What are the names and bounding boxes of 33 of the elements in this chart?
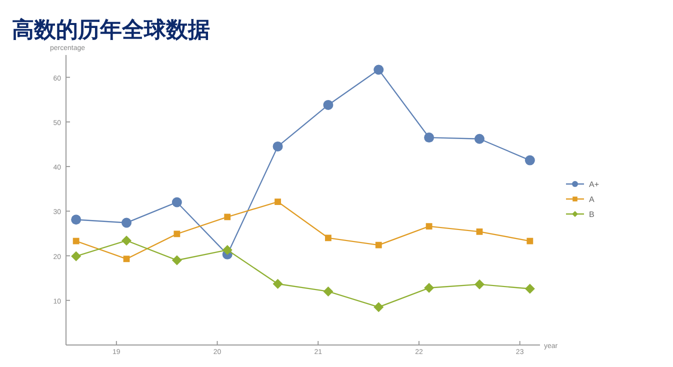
point [272,278,283,289]
point [474,134,484,144]
point [272,141,283,152]
point [71,214,82,225]
point [122,218,132,228]
point [426,223,432,230]
point [474,279,484,290]
point [222,244,232,255]
legend-label: A+ [589,180,600,189]
point [224,214,231,220]
point [375,242,382,248]
legend-label: A [589,195,595,204]
point [325,234,332,242]
point [374,64,384,75]
point [71,251,82,262]
point [122,236,132,246]
point [524,284,535,294]
point [424,132,434,143]
point [174,230,180,238]
point [374,302,384,312]
point [274,198,281,205]
point [72,238,80,244]
point [172,255,182,266]
point [323,286,334,296]
point [323,100,334,110]
point [524,155,535,166]
chart-title: 高数的历年全球数据 [12,17,210,42]
point [424,282,434,293]
point [476,228,483,235]
point [526,238,534,244]
point [172,197,182,208]
legend-label: B [589,210,594,219]
point [123,256,130,262]
